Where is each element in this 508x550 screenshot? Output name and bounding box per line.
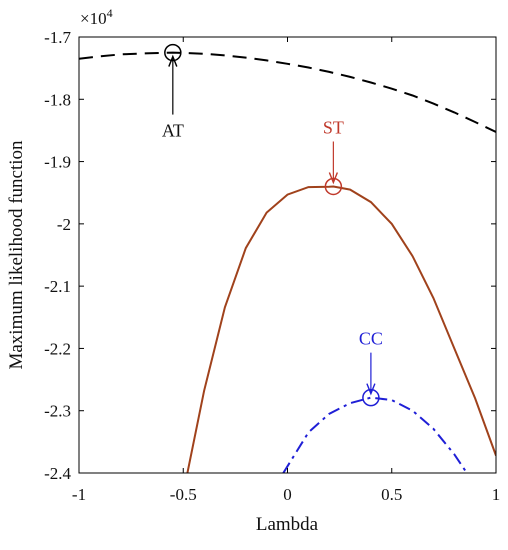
at-arrow-head [168,54,178,67]
y-tick-label: -2.4 [44,464,71,483]
annotation-layer: AT ST CC [162,43,383,407]
y-multiplier: ×104 [80,6,113,28]
cc-label: CC [359,329,383,349]
x-tick-label: -1 [72,485,86,504]
x-tick-label: 0 [283,485,292,504]
x-axis-label: Lambda [256,514,319,535]
series-line-3 [282,396,468,473]
st-arrow-head [328,172,339,185]
series-line-2 [186,185,496,473]
cc-arrow-head [366,383,376,396]
y-axis-label: Maximum likelihood function [6,140,27,370]
y-tick-label: -2.1 [44,277,71,296]
y-tick-label: -2.2 [44,339,71,358]
x-tick-label: 1 [492,485,501,504]
y-tick-label: -2.3 [44,402,71,421]
at-label: AT [162,121,184,141]
y-tick-label: -2 [57,215,71,234]
plot-area [79,37,496,473]
st-label: ST [323,117,344,137]
series-layer [79,51,496,473]
y-axis: -1.7 -1.8 -1.9 -2 -2.1 -2.2 -2.3 -2.4 [44,28,496,483]
x-tick-label: -0.5 [170,485,197,504]
y-tick-label: -1.8 [44,90,71,109]
y-tick-label: -1.7 [44,28,71,47]
y-tick-label: -1.9 [44,153,71,172]
series-line-1 [79,51,496,133]
x-axis: -1 -0.5 0 0.5 1 [72,37,500,504]
x-tick-label: 0.5 [381,485,402,504]
y-multiplier-exponent: 4 [107,6,113,20]
